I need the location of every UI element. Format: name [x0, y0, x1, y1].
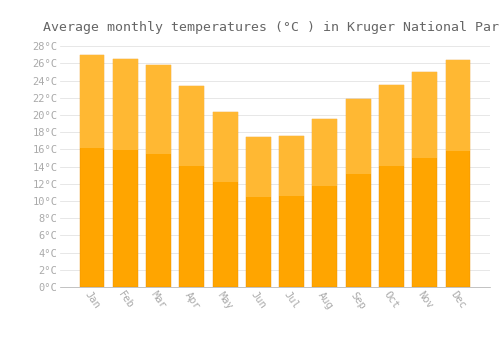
Bar: [246, 138, 271, 287]
Bar: [113, 59, 138, 287]
Bar: [312, 119, 338, 187]
Bar: [446, 60, 470, 151]
Bar: [379, 85, 404, 287]
Bar: [212, 112, 238, 287]
Bar: [246, 138, 271, 197]
Bar: [146, 65, 171, 154]
Bar: [279, 136, 304, 196]
Bar: [379, 85, 404, 166]
Bar: [113, 59, 138, 150]
Bar: [412, 72, 437, 158]
Bar: [312, 119, 338, 287]
Title: Average monthly temperatures (°C ) in Kruger National Park: Average monthly temperatures (°C ) in Kr…: [43, 21, 500, 34]
Bar: [80, 55, 104, 287]
Bar: [212, 112, 238, 182]
Bar: [180, 86, 204, 166]
Bar: [346, 99, 370, 174]
Bar: [80, 55, 104, 148]
Bar: [180, 86, 204, 287]
Bar: [412, 72, 437, 287]
Bar: [146, 65, 171, 287]
Bar: [279, 136, 304, 287]
Bar: [346, 99, 370, 287]
Bar: [446, 60, 470, 287]
